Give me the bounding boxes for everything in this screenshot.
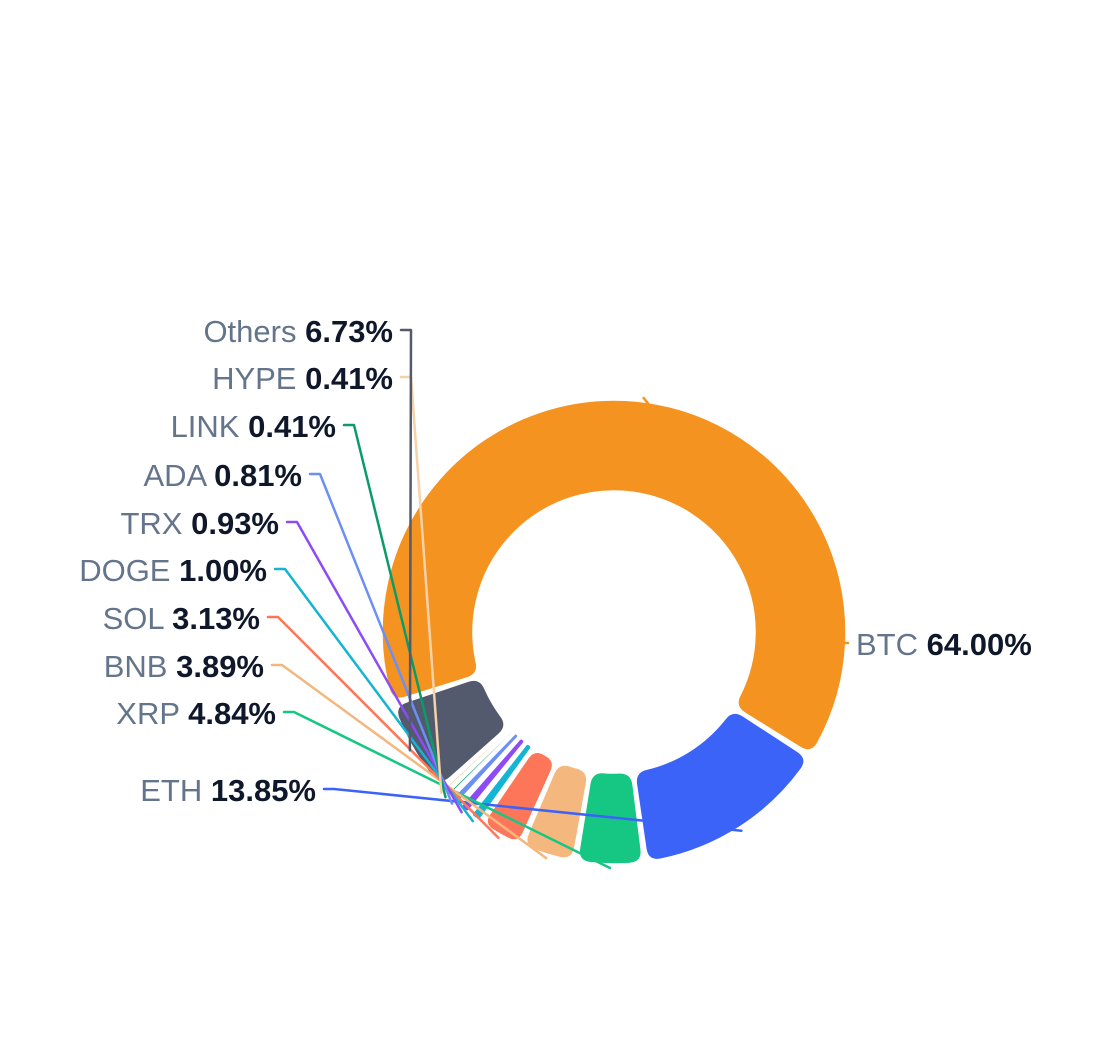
label-name-sol: SOL <box>103 601 173 636</box>
label-name-btc: BTC <box>856 627 927 662</box>
label-sol: SOL 3.13% <box>103 601 260 636</box>
label-value-link: 0.41% <box>248 409 336 444</box>
leader-line-xrp <box>282 710 612 870</box>
label-name-xrp: XRP <box>116 696 188 731</box>
label-value-btc: 64.00% <box>927 627 1032 662</box>
label-value-xrp: 4.84% <box>188 696 276 731</box>
leader-line-trx <box>285 520 463 814</box>
label-name-ada: ADA <box>143 458 214 493</box>
label-value-sol: 3.13% <box>172 601 260 636</box>
leader-line-sol <box>266 615 500 840</box>
label-name-bnb: BNB <box>104 649 176 684</box>
label-name-hype: HYPE <box>212 361 305 396</box>
label-others: Others 6.73% <box>203 314 393 349</box>
label-doge: DOGE 1.00% <box>79 553 267 588</box>
leader-line-ada <box>308 472 454 805</box>
label-value-bnb: 3.89% <box>176 649 264 684</box>
label-hype: HYPE 0.41% <box>212 361 393 396</box>
slice-btc[interactable] <box>381 399 847 751</box>
label-link: LINK 0.41% <box>171 409 336 444</box>
label-name-doge: DOGE <box>79 553 179 588</box>
label-value-trx: 0.93% <box>191 506 279 541</box>
leader-line-btc <box>642 396 850 645</box>
leader-line-others <box>399 328 413 752</box>
label-value-doge: 1.00% <box>179 553 267 588</box>
label-name-eth: ETH <box>140 773 211 808</box>
label-name-others: Others <box>203 314 305 349</box>
label-name-trx: TRX <box>120 506 191 541</box>
leader-line-bnb <box>270 663 548 860</box>
leader-line-eth <box>322 787 743 832</box>
slice-sol[interactable] <box>486 751 554 841</box>
label-ada: ADA 0.81% <box>143 458 302 493</box>
label-xrp: XRP 4.84% <box>116 696 276 731</box>
label-value-hype: 0.41% <box>305 361 393 396</box>
label-trx: TRX 0.93% <box>120 506 279 541</box>
label-eth: ETH 13.85% <box>140 773 316 808</box>
label-btc: BTC 64.00% <box>856 627 1032 662</box>
label-value-ada: 0.81% <box>214 458 302 493</box>
leader-lines-layer <box>266 328 850 870</box>
labels-layer: BTC 64.00%ETH 13.85%XRP 4.84%BNB 3.89%SO… <box>79 314 1032 808</box>
leader-line-link <box>342 423 447 799</box>
label-value-others: 6.73% <box>305 314 393 349</box>
label-name-link: LINK <box>171 409 249 444</box>
label-bnb: BNB 3.89% <box>104 649 264 684</box>
label-value-eth: 13.85% <box>211 773 316 808</box>
